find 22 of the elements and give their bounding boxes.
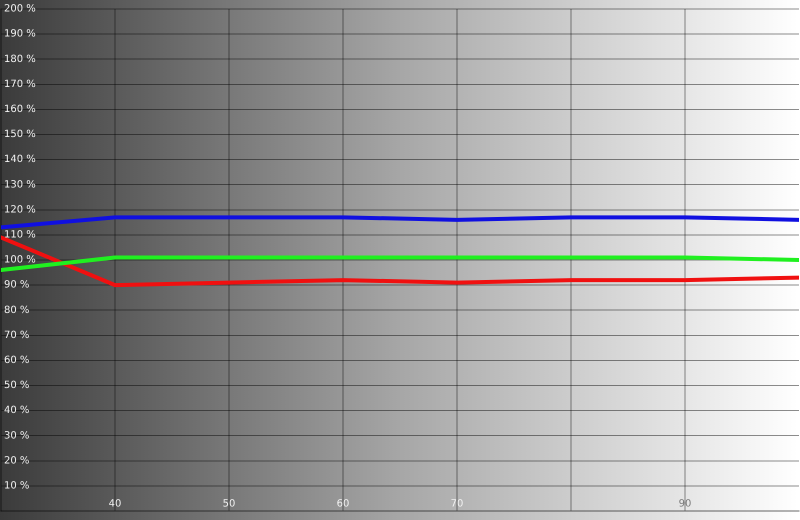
x-tick-label: 40 — [108, 498, 122, 510]
y-tick-label: 90 % — [4, 280, 30, 291]
y-tick-label: 180 % — [4, 54, 36, 65]
y-tick-label: 60 % — [4, 354, 30, 366]
y-tick-label: 110 % — [4, 229, 36, 240]
y-tick-label: 200 % — [4, 4, 36, 15]
y-tick-label: 140 % — [4, 154, 36, 166]
y-tick-label: 50 % — [4, 380, 30, 392]
y-tick-label: 10 % — [4, 480, 30, 492]
y-tick-label: 190 % — [4, 28, 36, 40]
y-tick-label: 30 % — [4, 430, 30, 442]
y-tick-label: 70 % — [4, 330, 30, 341]
y-tick-label: 170 % — [4, 78, 36, 90]
y-tick-label: 160 % — [4, 104, 36, 115]
y-tick-label: 80 % — [4, 304, 30, 316]
y-tick-label: 20 % — [4, 455, 30, 466]
x-tick-label: 50 — [222, 498, 236, 510]
y-tick-label: 40 % — [4, 405, 30, 416]
y-tick-label: 120 % — [4, 204, 36, 216]
y-tick-label: 150 % — [4, 129, 36, 140]
y-tick-label: 130 % — [4, 179, 36, 190]
y-tick-label: 100 % — [4, 254, 36, 266]
